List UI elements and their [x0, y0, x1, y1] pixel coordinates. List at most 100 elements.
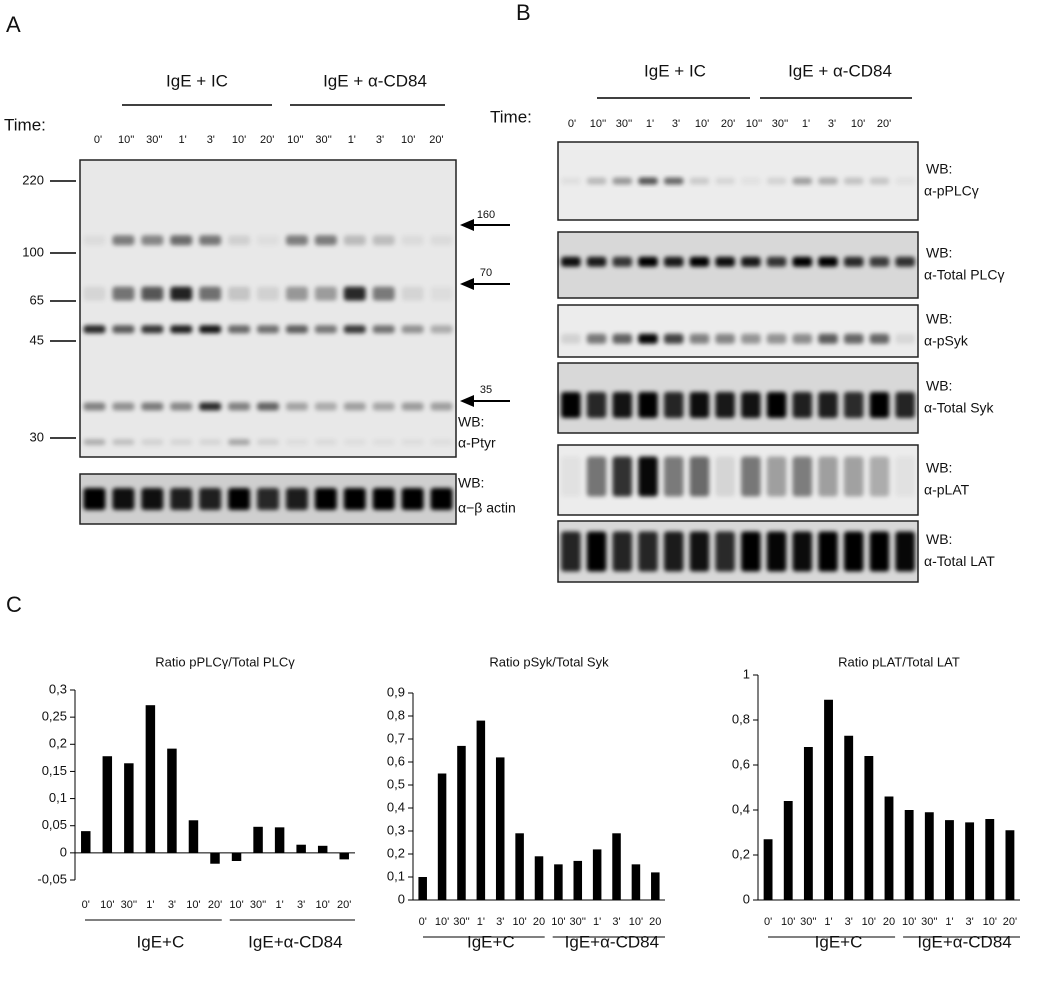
- band: [112, 286, 135, 301]
- band: [792, 256, 813, 267]
- band: [228, 439, 251, 446]
- group-label: IgE+C: [815, 932, 863, 951]
- x-tick-label: 1': [146, 899, 154, 911]
- x-tick-label: 30'': [453, 916, 469, 928]
- band: [112, 325, 135, 334]
- x-tick-label: 20': [337, 899, 351, 911]
- y-tick-label: 0,4: [732, 801, 750, 816]
- band: [257, 286, 279, 301]
- x-tick-label: 10': [435, 916, 449, 928]
- group-label: IgE+α-CD84: [248, 932, 342, 951]
- band: [257, 402, 279, 411]
- y-tick-label: 0,6: [732, 756, 750, 771]
- panel-label: C: [6, 592, 22, 617]
- band: [843, 392, 864, 418]
- lane-label: 30'': [616, 118, 632, 130]
- bands: [561, 256, 915, 267]
- band: [112, 402, 135, 411]
- blot: [557, 231, 919, 299]
- band: [285, 402, 308, 411]
- band: [586, 392, 607, 418]
- arrow-head: [460, 219, 474, 231]
- blot: [557, 141, 919, 221]
- band: [561, 333, 581, 344]
- group-label: IgE + α-CD84: [323, 71, 427, 90]
- band: [638, 392, 658, 418]
- band: [228, 488, 251, 510]
- marker-label: 45: [30, 332, 44, 347]
- lane-label: 10'': [118, 134, 134, 146]
- group-label: IgE+C: [137, 932, 185, 951]
- arrow-label: 160: [477, 209, 495, 221]
- band: [314, 325, 337, 334]
- band: [430, 439, 453, 446]
- antibody-label: α-Ptyr: [458, 435, 496, 451]
- y-tick-label: 0,5: [387, 776, 405, 791]
- band: [741, 456, 761, 497]
- band: [372, 235, 395, 246]
- band: [170, 439, 193, 446]
- bar: [167, 748, 177, 853]
- x-tick-label: 10': [629, 916, 643, 928]
- lane-label: 1': [348, 134, 356, 146]
- y-tick-label: 0,05: [42, 817, 67, 832]
- band: [843, 256, 864, 267]
- y-tick-label: 0,8: [732, 711, 750, 726]
- band: [895, 333, 915, 344]
- blot: [557, 304, 919, 358]
- blot: [557, 362, 919, 434]
- band: [715, 392, 735, 418]
- band: [141, 325, 164, 334]
- band: [741, 392, 761, 418]
- wb-label: WB:: [926, 161, 952, 177]
- band: [199, 286, 222, 301]
- band: [741, 177, 761, 185]
- band: [141, 402, 164, 411]
- band: [401, 235, 424, 246]
- bar: [844, 735, 854, 900]
- bar: [418, 877, 427, 900]
- band: [663, 531, 684, 572]
- x-tick-label: 10': [781, 916, 795, 928]
- band: [766, 392, 787, 418]
- arrow-label: 35: [480, 384, 492, 396]
- arrow-head: [460, 395, 474, 407]
- band: [792, 333, 813, 344]
- band: [141, 286, 164, 301]
- bar: [864, 756, 874, 900]
- band: [663, 456, 684, 497]
- y-tick-label: 0,2: [732, 846, 750, 861]
- bar: [495, 757, 505, 900]
- band: [689, 256, 710, 267]
- band: [663, 256, 684, 267]
- band: [792, 177, 813, 185]
- x-tick-label: 30'': [921, 916, 937, 928]
- band: [715, 456, 735, 497]
- bar: [985, 819, 995, 900]
- band: [715, 531, 735, 572]
- band: [612, 392, 633, 418]
- marker-label: 30: [30, 429, 44, 444]
- band: [83, 488, 106, 510]
- lane-label: 1': [646, 118, 654, 130]
- x-tick-label: 10': [316, 899, 330, 911]
- band: [343, 402, 366, 411]
- x-tick-label: 3': [845, 916, 853, 928]
- y-tick-label: 0: [60, 844, 67, 859]
- band: [586, 456, 607, 497]
- band: [314, 286, 337, 301]
- band: [869, 333, 890, 344]
- band: [843, 456, 864, 497]
- band: [715, 333, 735, 344]
- bar: [102, 756, 113, 853]
- marker-label: 100: [22, 244, 44, 259]
- band: [843, 531, 864, 572]
- band: [257, 325, 279, 334]
- band: [199, 439, 222, 446]
- x-tick-label: 0': [764, 916, 772, 928]
- bar: [515, 833, 524, 900]
- x-tick-label: 3': [168, 899, 176, 911]
- x-tick-label: 10': [862, 916, 876, 928]
- band: [314, 402, 337, 411]
- bar: [783, 801, 793, 900]
